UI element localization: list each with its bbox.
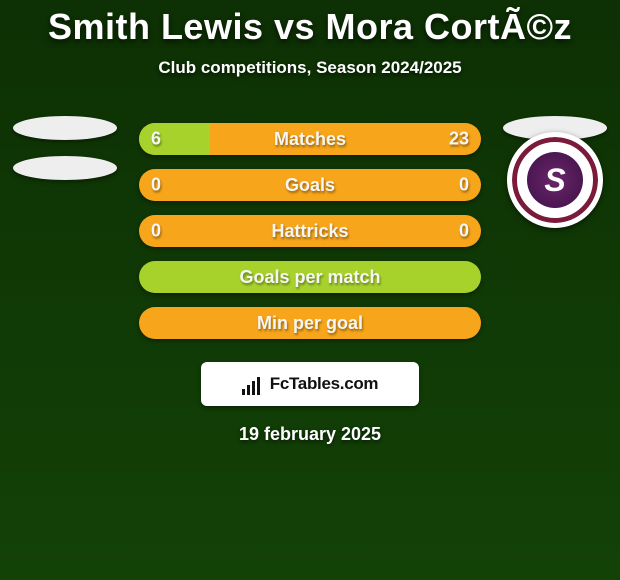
comparison-card: { "title": "Smith Lewis vs Mora CortÃ©z"…: [0, 0, 620, 580]
right-player-badges: S: [496, 116, 614, 244]
source-name: FcTables.com: [270, 374, 379, 394]
stat-value-right: 0: [459, 221, 469, 242]
stat-value-right: 0: [459, 175, 469, 196]
subtitle: Club competitions, Season 2024/2025: [0, 58, 620, 78]
snapshot-date: 19 february 2025: [0, 424, 620, 445]
stat-row: Min per goal: [0, 300, 620, 346]
stat-label: Matches: [274, 129, 346, 150]
source-logo: FcTables.com: [201, 362, 419, 406]
stat-label: Min per goal: [257, 313, 363, 334]
stat-bar: 6 23 Matches: [139, 123, 481, 155]
stat-bar-fill: [139, 123, 210, 155]
stat-bar: 0 0 Hattricks: [139, 215, 481, 247]
stat-value-left: 6: [151, 129, 161, 150]
page-title: Smith Lewis vs Mora CortÃ©z: [0, 0, 620, 48]
stat-row: Goals per match: [0, 254, 620, 300]
stat-value-left: 0: [151, 221, 161, 242]
stat-value-left: 0: [151, 175, 161, 196]
stat-bar: 0 0 Goals: [139, 169, 481, 201]
bar-chart-icon: [242, 373, 264, 395]
club-badge-placeholder: [13, 156, 117, 180]
club-badge-saprissa: S: [507, 132, 603, 228]
stat-label: Goals: [285, 175, 335, 196]
stat-bar: Goals per match: [139, 261, 481, 293]
stat-value-right: 23: [449, 129, 469, 150]
stat-label: Goals per match: [239, 267, 380, 288]
stat-label: Hattricks: [271, 221, 348, 242]
stat-bar: Min per goal: [139, 307, 481, 339]
left-player-badges: [6, 116, 124, 196]
player-badge-placeholder: [13, 116, 117, 140]
